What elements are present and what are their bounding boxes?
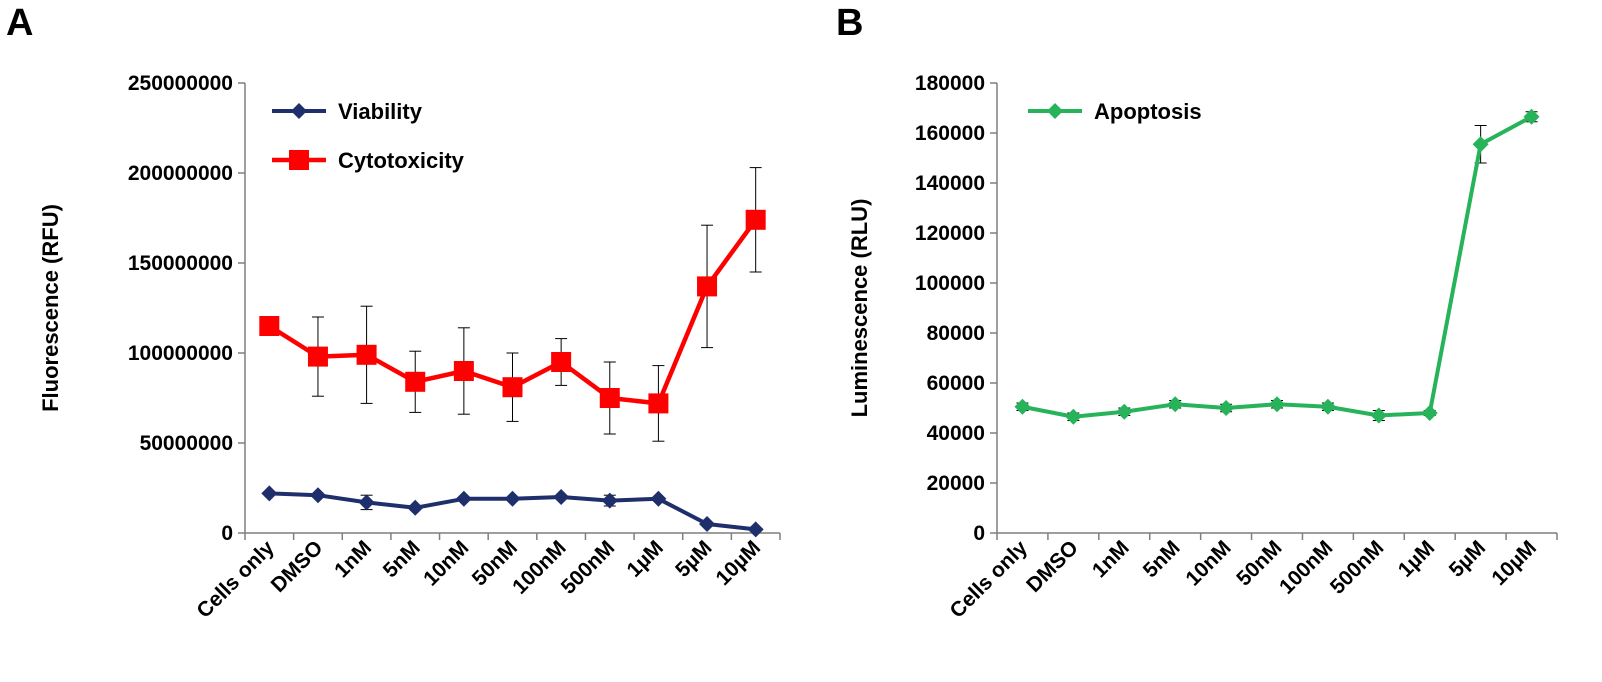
y-tick-label: 20000 [927,472,985,495]
x-tick-label: 100nM [508,536,570,598]
y-tick-label: 150000000 [128,252,233,275]
legend-label: Cytotoxicity [338,148,465,173]
data-point [697,276,718,297]
data-point [553,489,570,505]
x-tick-label: 10nM [419,536,473,590]
x-tick-label: 1nM [330,536,376,582]
x-tick-label: 10µM [1487,536,1541,590]
data-point [307,346,328,367]
panel-label-b: B [836,2,864,44]
data-point [455,490,472,507]
data-point [745,209,766,230]
data-point [453,361,474,381]
y-axis-title: Fluorescence (RFU) [38,204,63,412]
y-tick-label: 80000 [927,322,985,345]
data-point [405,371,426,392]
data-point [259,316,280,336]
data-point [1167,396,1184,413]
series-cytotoxicity [259,167,766,442]
y-tick-label: 50000000 [140,432,233,455]
x-tick-label: 1nM [1088,536,1134,582]
data-point [407,499,424,516]
x-tick-label: 500nM [1326,536,1388,598]
x-tick-label: Cells only [946,536,1033,623]
data-point [599,388,620,408]
x-tick-label: 5µM [1445,536,1490,581]
x-tick-label: 5µM [671,536,716,581]
data-point [1421,405,1438,421]
x-tick-label: DMSO [267,536,328,597]
x-tick-label: 5nM [1139,536,1185,582]
data-point [1319,398,1336,415]
y-tick-label: 200000000 [128,162,233,185]
data-point [1523,108,1540,125]
x-tick-label: 5nM [379,536,425,582]
y-tick-label: 160000 [915,122,985,145]
legend-marker [291,103,307,119]
data-point [747,521,764,538]
x-tick-label: Cells only [192,536,279,623]
x-tick-label: 10µM [712,536,766,590]
x-tick-label: 10nM [1181,536,1235,590]
x-tick-label: 1µM [622,536,667,581]
legend-label: Viability [338,99,423,124]
y-tick-label: 0 [221,522,233,545]
x-tick-label: 100nM [1275,536,1337,598]
y-tick-label: 60000 [927,372,985,395]
x-tick-label: DMSO [1022,536,1083,597]
legend-item: Cytotoxicity [272,148,465,173]
series-apoptosis [1014,108,1540,425]
y-tick-label: 0 [973,522,985,545]
data-point [1218,400,1235,416]
y-tick-label: 120000 [915,222,985,245]
data-point [1269,396,1285,413]
data-point [699,516,716,532]
data-point [502,377,523,398]
data-point [309,487,326,504]
data-point [601,492,618,509]
data-point [648,393,669,414]
data-point [356,344,377,365]
legend-item: Viability [272,99,423,124]
data-point [650,490,667,507]
data-point [1116,403,1133,420]
data-point [1014,398,1031,415]
data-point [1065,408,1082,425]
x-tick-label: 1µM [1394,536,1439,581]
y-tick-label: 140000 [915,172,985,195]
data-point [261,485,278,502]
series-viability [261,485,764,538]
series-line [1022,114,1533,419]
legend-marker [289,150,309,170]
y-tick-label: 180000 [915,72,985,95]
data-point [358,494,375,511]
data-point [1370,407,1387,424]
legend-label: Apoptosis [1094,99,1202,124]
y-tick-label: 100000000 [128,342,233,365]
x-tick-label: 500nM [557,536,619,598]
y-tick-label: 100000 [915,272,985,295]
y-tick-label: 40000 [927,422,985,445]
y-axis-title: Luminescence (RLU) [847,199,872,418]
data-point [1472,136,1489,153]
panel-label-a: A [6,2,34,44]
chart-a: 0 50000000 100000000 150000000 200000000 2500… [38,72,781,623]
data-point [551,352,572,372]
data-point [504,490,521,507]
chart-b: 0 20000 40000 60000 80000 100000 120000 140000 1… [847,72,1558,623]
legend-marker [1047,103,1063,119]
y-tick-label: 250000000 [128,72,233,95]
legend-item: Apoptosis [1028,99,1202,124]
